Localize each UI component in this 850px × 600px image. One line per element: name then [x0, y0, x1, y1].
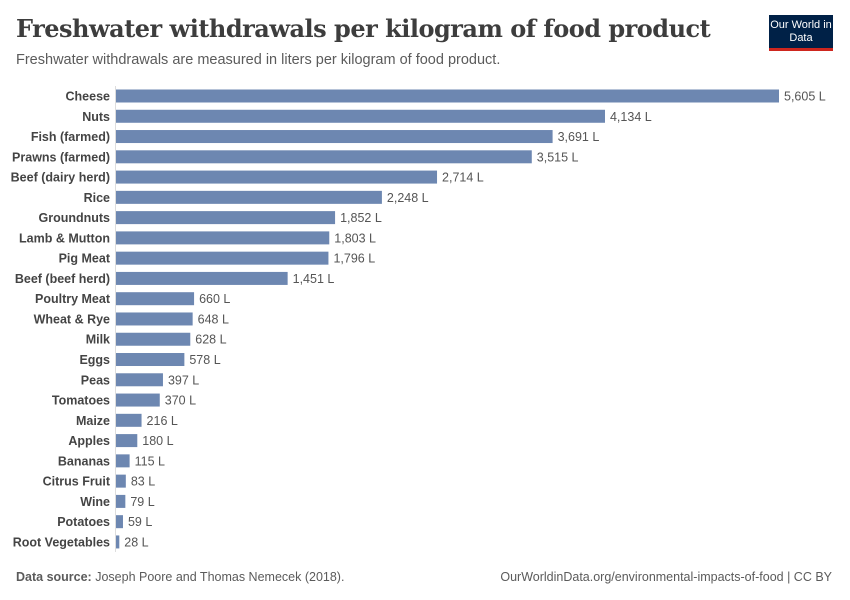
bar[interactable]: [116, 231, 330, 245]
bar[interactable]: [116, 515, 123, 529]
category-label: Potatoes: [57, 515, 110, 529]
chart-subtitle: Freshwater withdrawals are measured in l…: [16, 52, 501, 68]
category-label: Bananas: [58, 454, 110, 468]
bar[interactable]: [116, 150, 532, 164]
category-label: Prawns (farmed): [12, 150, 110, 164]
category-label: Rice: [84, 191, 110, 205]
value-label: 216 L: [147, 414, 178, 428]
category-label: Nuts: [82, 110, 110, 124]
bar[interactable]: [116, 130, 553, 144]
category-label: Citrus Fruit: [43, 475, 111, 489]
bar[interactable]: [116, 494, 126, 508]
category-label: Peas: [81, 373, 110, 387]
value-label: 660 L: [199, 292, 230, 306]
value-label: 28 L: [124, 535, 148, 549]
data-source: Data source: Joseph Poore and Thomas Nem…: [16, 570, 344, 584]
value-label: 578 L: [189, 353, 220, 367]
bar[interactable]: [116, 393, 160, 407]
category-label: Root Vegetables: [13, 535, 110, 549]
value-label: 2,248 L: [387, 191, 429, 205]
value-label: 79 L: [130, 495, 154, 509]
chart-title: Freshwater withdrawals per kilogram of f…: [16, 14, 711, 43]
value-label: 1,852 L: [340, 211, 382, 225]
value-label: 370 L: [165, 394, 196, 408]
owid-logo[interactable]: Our World in Data: [769, 15, 833, 51]
category-label: Milk: [86, 333, 110, 347]
value-label: 4,134 L: [610, 110, 652, 124]
bar[interactable]: [116, 353, 185, 367]
category-label: Beef (dairy herd): [11, 171, 110, 185]
category-label: Eggs: [79, 353, 110, 367]
value-label: 3,515 L: [537, 150, 579, 164]
category-label: Groundnuts: [38, 211, 110, 225]
bar[interactable]: [116, 211, 336, 225]
bar[interactable]: [116, 373, 163, 387]
value-label: 1,796 L: [333, 252, 375, 266]
category-label: Beef (beef herd): [15, 272, 110, 286]
value-label: 1,451 L: [293, 272, 335, 286]
category-label: Fish (farmed): [31, 130, 110, 144]
bar[interactable]: [116, 535, 120, 549]
category-label: Tomatoes: [52, 394, 110, 408]
category-label: Poultry Meat: [35, 292, 111, 306]
category-label: Pig Meat: [59, 252, 111, 266]
category-label: Apples: [68, 434, 110, 448]
value-label: 180 L: [142, 434, 173, 448]
value-label: 628 L: [195, 333, 226, 347]
bar[interactable]: [116, 434, 138, 448]
bar[interactable]: [116, 251, 329, 265]
bar[interactable]: [116, 454, 130, 468]
value-label: 3,691 L: [558, 130, 600, 144]
source-url[interactable]: OurWorldinData.org/environmental-impacts…: [500, 570, 832, 584]
bar[interactable]: [116, 89, 779, 103]
category-label: Cheese: [66, 90, 111, 104]
value-label: 1,803 L: [334, 231, 376, 245]
value-label: 83 L: [131, 475, 155, 489]
value-label: 115 L: [135, 454, 165, 468]
category-label: Maize: [76, 414, 110, 428]
bar[interactable]: [116, 292, 195, 306]
bar[interactable]: [116, 170, 438, 184]
value-label: 397 L: [168, 373, 199, 387]
value-label: 648 L: [198, 312, 229, 326]
bar[interactable]: [116, 109, 605, 123]
bar[interactable]: [116, 190, 382, 204]
bar[interactable]: [116, 413, 142, 427]
category-label: Wine: [80, 495, 110, 509]
category-label: Lamb & Mutton: [19, 231, 110, 245]
source-label: Data source:: [16, 570, 92, 584]
bar[interactable]: [116, 332, 191, 346]
bar[interactable]: [116, 271, 288, 285]
bar[interactable]: [116, 474, 126, 488]
value-label: 2,714 L: [442, 171, 484, 185]
value-label: 5,605 L: [784, 90, 826, 104]
source-text: Joseph Poore and Thomas Nemecek (2018).: [95, 570, 345, 584]
value-label: 59 L: [128, 515, 152, 529]
bar[interactable]: [116, 312, 193, 326]
category-label: Wheat & Rye: [34, 312, 110, 326]
